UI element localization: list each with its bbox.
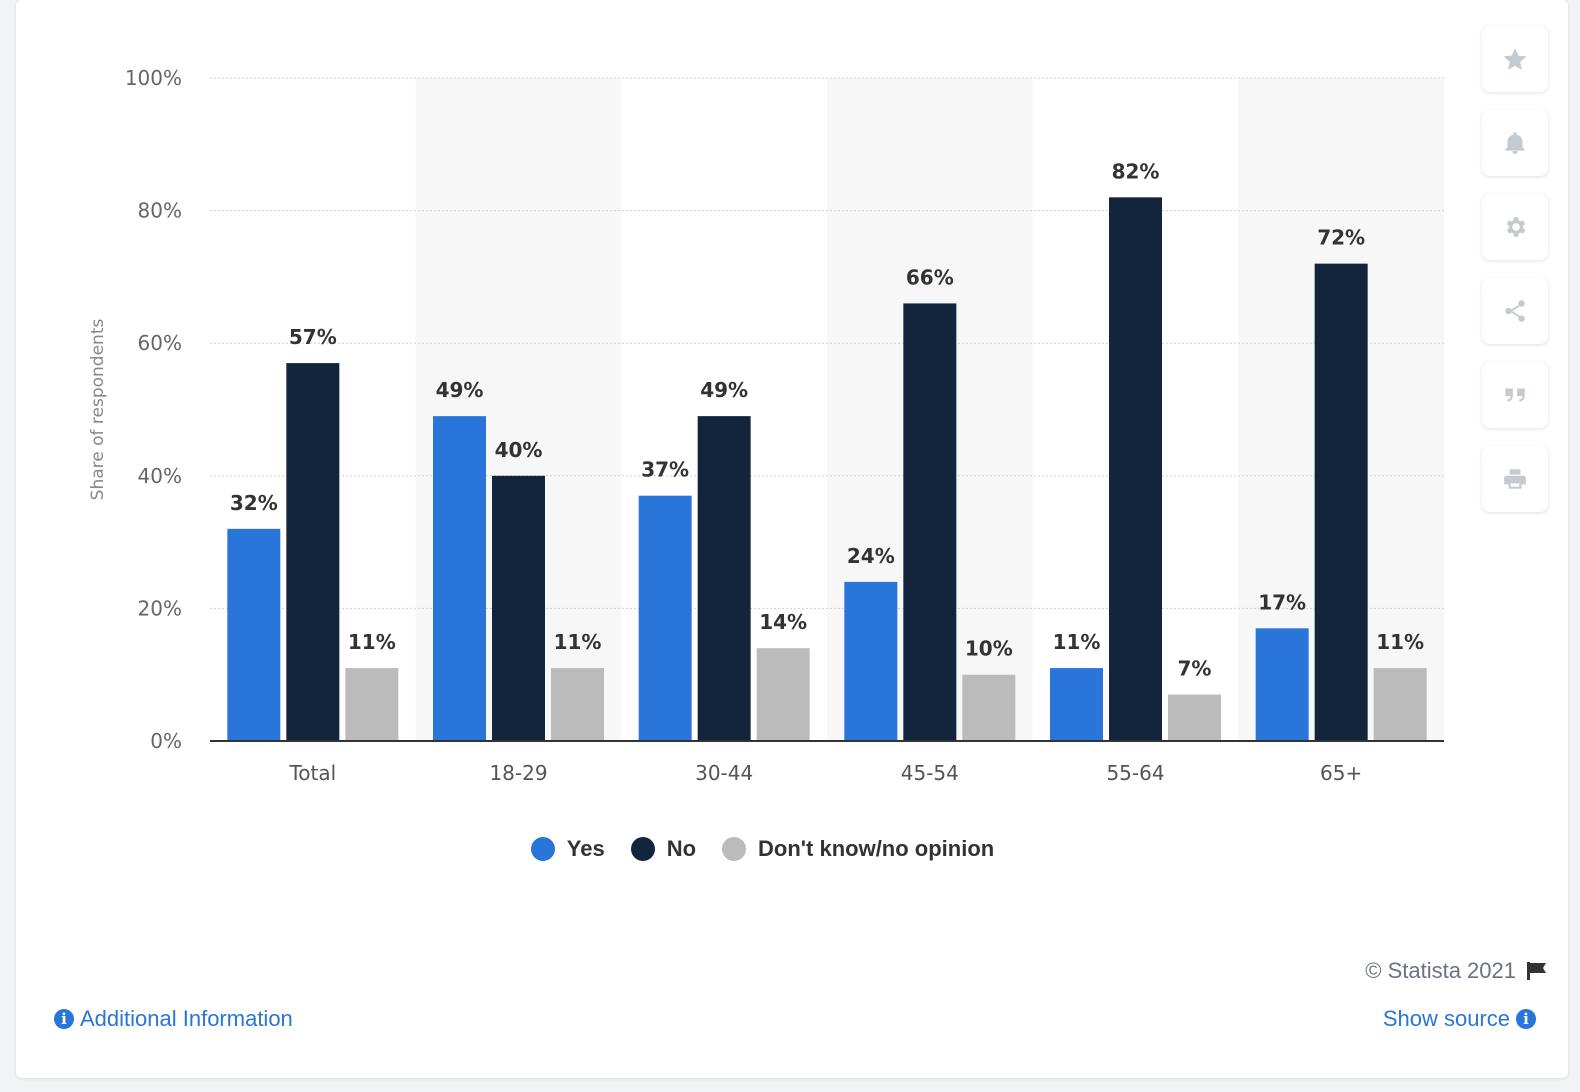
bar[interactable]	[1168, 694, 1221, 741]
flag-icon[interactable]	[1526, 961, 1548, 981]
share-icon	[1505, 300, 1525, 322]
bar[interactable]	[844, 581, 898, 741]
y-tick-label: 40%	[138, 464, 182, 488]
data-label: 11%	[554, 630, 602, 654]
bar[interactable]	[492, 475, 545, 741]
bar[interactable]	[756, 648, 810, 741]
y-tick-label: 80%	[138, 199, 182, 223]
y-axis-title: Share of respondents	[88, 319, 108, 501]
x-axis-tick-labels: Total 18-29 30-44 45-54 55-64 65+	[288, 761, 1362, 785]
bell-icon	[1505, 132, 1525, 154]
data-label: 24%	[847, 544, 895, 568]
data-label: 37%	[641, 458, 689, 482]
x-tick-label: Total	[288, 761, 336, 785]
favorite-button[interactable]	[1482, 26, 1548, 92]
legend-label: Yes	[566, 836, 605, 861]
info-icon: i	[1516, 1009, 1536, 1029]
data-label: 11%	[1376, 630, 1424, 654]
bar[interactable]	[1373, 668, 1427, 741]
data-label: 7%	[1178, 657, 1212, 681]
bar[interactable]	[962, 674, 1016, 741]
bar[interactable]	[1109, 197, 1162, 742]
y-axis-tick-labels: 0% 20% 40% 60% 80% 100%	[125, 66, 182, 753]
data-label: 40%	[495, 438, 543, 462]
data-label: 57%	[289, 325, 337, 349]
bar[interactable]	[345, 668, 399, 741]
data-label: 49%	[436, 378, 484, 402]
legend-marker-yes	[530, 837, 555, 861]
x-tick-label: 18-29	[489, 761, 547, 785]
additional-information-label: Additional Information	[80, 1006, 293, 1031]
chart-legend: Yes No Don't know/no opinion	[0, 836, 1525, 862]
info-icon: i	[54, 1009, 74, 1029]
legend-marker-no	[630, 837, 655, 861]
bar[interactable]	[697, 416, 751, 741]
y-tick-label: 0%	[150, 729, 182, 753]
cite-button[interactable]	[1482, 362, 1548, 428]
y-tick-label: 100%	[125, 66, 182, 90]
data-label: 11%	[1053, 630, 1101, 654]
data-label: 66%	[906, 265, 954, 289]
data-label: 11%	[348, 630, 396, 654]
bars	[227, 197, 1427, 742]
legend-label: Don't know/no opinion	[758, 836, 995, 861]
x-tick-label: 65+	[1320, 761, 1362, 785]
bar[interactable]	[1050, 668, 1103, 741]
legend-marker-dont-know	[722, 837, 747, 861]
gridlines	[210, 77, 1444, 609]
y-tick-label: 60%	[138, 331, 182, 355]
x-tick-label: 55-64	[1106, 761, 1164, 785]
show-source-label: Show source	[1382, 1006, 1510, 1031]
data-label: 32%	[230, 491, 278, 515]
legend-label: No	[666, 836, 697, 861]
data-label: 72%	[1317, 226, 1365, 250]
show-source-link[interactable]: Show source i	[1383, 1006, 1536, 1032]
bar[interactable]	[638, 495, 692, 741]
data-label: 82%	[1112, 159, 1160, 183]
notification-button[interactable]	[1482, 110, 1548, 176]
quote-icon	[1505, 388, 1525, 402]
legend-item-dont-know[interactable]: Don't know/no opinion	[722, 836, 994, 862]
bar[interactable]	[433, 416, 486, 741]
bar[interactable]	[1314, 263, 1368, 741]
data-labels: 32% 57% 11% 49% 40% 11% 37% 49% 14% 24% 66% 10% 11% 8…	[230, 159, 1424, 680]
settings-button[interactable]	[1482, 194, 1548, 260]
bar[interactable]	[1255, 628, 1309, 741]
x-tick-label: 30-44	[695, 761, 753, 785]
legend-item-yes[interactable]: Yes	[530, 836, 605, 862]
additional-information-link[interactable]: i Additional Information	[54, 1006, 293, 1032]
data-label: 17%	[1258, 590, 1306, 614]
legend-item-no[interactable]: No	[630, 836, 697, 862]
data-label: 49%	[700, 378, 748, 402]
copyright: © Statista 2021	[1365, 958, 1548, 984]
share-button[interactable]	[1482, 278, 1548, 344]
copyright-text: © Statista 2021	[1365, 958, 1516, 983]
data-label: 10%	[965, 637, 1013, 661]
x-tick-label: 45-54	[901, 761, 959, 785]
bar[interactable]	[286, 363, 340, 741]
star-icon	[1503, 48, 1527, 70]
print-button[interactable]	[1482, 446, 1548, 512]
bar[interactable]	[903, 303, 957, 741]
bar[interactable]	[227, 528, 281, 741]
data-label: 14%	[759, 610, 807, 634]
bar[interactable]	[551, 668, 604, 741]
gear-icon	[1506, 217, 1526, 237]
y-tick-label: 20%	[138, 596, 182, 620]
print-icon	[1504, 469, 1526, 489]
